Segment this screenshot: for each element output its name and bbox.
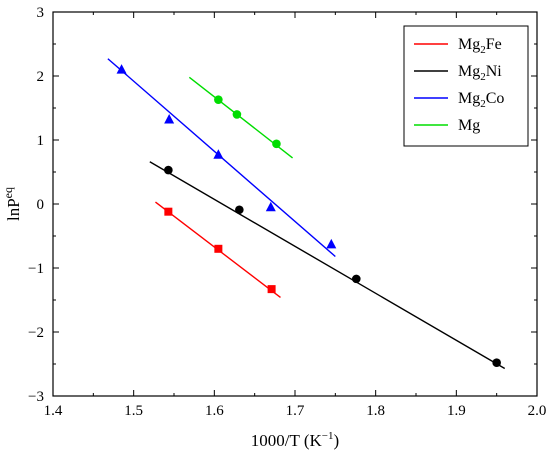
- x-tick-label: 1.5: [124, 403, 143, 419]
- legend-box: [403, 25, 529, 147]
- data-point-mg: [232, 110, 242, 119]
- data-point-mg2fe: [214, 244, 223, 253]
- data-point-mg2fe: [164, 207, 173, 216]
- data-point-mg: [214, 95, 223, 104]
- data-point-mg2ni: [235, 205, 244, 215]
- data-markers: [116, 64, 501, 368]
- x-tick-label: 2.0: [528, 403, 547, 419]
- data-point-mg2co: [116, 64, 127, 74]
- x-axis-title: 1000/T (K−1): [251, 430, 339, 450]
- y-axis-title: lnPeq: [1, 187, 23, 221]
- data-point-mg2ni: [492, 358, 501, 368]
- legend: Mg2Fe Mg2Ni Mg2Co Mg: [403, 25, 529, 147]
- fit-line-mg2ni: [149, 161, 506, 370]
- data-point-mg2ni: [164, 165, 173, 175]
- y-tick-label: 3: [37, 5, 45, 21]
- axis-tick-labels: 1.4 1.5 1.6 1.7 1.8 1.9 2.0 −3 −2 −1 0 1 2 3: [28, 5, 546, 419]
- x-tick-label: 1.7: [286, 403, 305, 419]
- data-point-mg2co: [213, 149, 224, 159]
- x-tick-label: 1.9: [447, 403, 466, 419]
- y-tick-label: 0: [37, 197, 45, 213]
- data-point-mg2co: [326, 238, 337, 249]
- data-point-mg: [272, 139, 281, 149]
- y-tick-label: −1: [28, 261, 44, 277]
- y-tick-label: −2: [28, 325, 44, 341]
- x-tick-label: 1.8: [366, 403, 385, 419]
- legend-label-mg: Mg: [458, 117, 480, 134]
- legend-label-mg2fe: Mg2Fe: [458, 36, 502, 56]
- data-point-mg2ni: [352, 274, 361, 284]
- y-tick-label: 2: [37, 69, 45, 85]
- x-tick-label: 1.4: [44, 403, 63, 419]
- axis-ticks: [52, 11, 538, 397]
- y-tick-label: −3: [28, 389, 44, 405]
- legend-label-mg2ni: Mg2Ni: [458, 63, 502, 83]
- legend-label-mg2co: Mg2Co: [458, 90, 504, 110]
- data-point-mg2co: [164, 114, 175, 124]
- data-point-mg2co: [265, 201, 276, 212]
- data-point-mg2fe: [267, 285, 276, 294]
- y-tick-label: 1: [37, 133, 45, 149]
- x-tick-label: 1.6: [205, 403, 224, 419]
